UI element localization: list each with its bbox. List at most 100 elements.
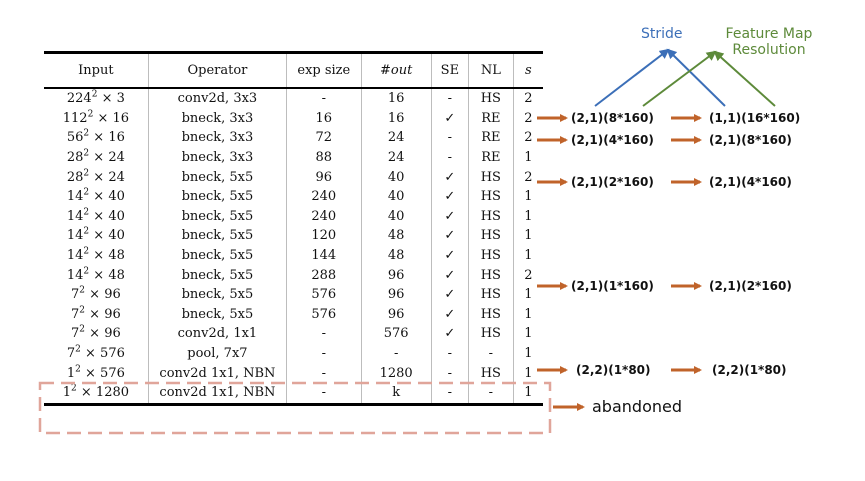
input-channels: × 1280 bbox=[80, 385, 130, 401]
cell-se: ✓ bbox=[430, 167, 469, 187]
cell-operator: bneck, 5x5 bbox=[147, 265, 287, 285]
cell-out: 24 bbox=[360, 128, 432, 148]
cell-exp-size: - bbox=[286, 88, 362, 109]
mapping-from-3: (2,1)(2*160) bbox=[571, 175, 654, 189]
cell-exp-size: 240 bbox=[286, 206, 362, 227]
input-exponent: 2 bbox=[83, 266, 90, 277]
input-base: 28 bbox=[66, 150, 84, 166]
cell-exp-size: 96 bbox=[286, 167, 362, 187]
cell-out: 96 bbox=[360, 304, 432, 325]
cell-exp-size: 576 bbox=[286, 284, 362, 305]
cell-input: 142 × 40 bbox=[44, 187, 148, 207]
table-row: 12 × 576 conv2d 1x1, NBN -1280- HS 1 bbox=[44, 363, 543, 383]
cell-input: 142 × 48 bbox=[44, 246, 148, 266]
input-exponent: 2 bbox=[83, 168, 90, 179]
table-row: 282 × 24 bneck, 5x5 96 40 ✓ HS 2 bbox=[44, 167, 543, 187]
cell-exp-size: - bbox=[286, 382, 362, 406]
cell-s: 2 bbox=[512, 167, 543, 187]
input-base: 7 bbox=[71, 287, 80, 303]
input-base: 7 bbox=[71, 306, 80, 322]
feature-map-line-left bbox=[642, 50, 717, 107]
input-base: 1 bbox=[62, 385, 72, 401]
cell-input: 12 × 1280 bbox=[44, 382, 149, 406]
cell-input: 72 × 96 bbox=[44, 285, 148, 305]
input-exponent: 2 bbox=[83, 227, 90, 238]
cell-operator: bneck, 5x5 bbox=[147, 245, 287, 266]
cell-nl: RE bbox=[468, 147, 514, 168]
input-exponent: 2 bbox=[71, 383, 77, 394]
cell-s: 1 bbox=[512, 304, 543, 325]
cell-input: 562 × 16 bbox=[44, 128, 148, 148]
table-header-row: Input Operator exp size #out SE NL s bbox=[44, 52, 543, 88]
cell-operator: conv2d 1x1, NBN bbox=[147, 363, 287, 383]
cell-input: 142 × 40 bbox=[44, 226, 148, 246]
input-base: 7 bbox=[66, 346, 76, 362]
input-channels: × 24 bbox=[93, 169, 125, 185]
cell-exp-size: - bbox=[286, 363, 362, 383]
cell-input: 1122 × 16 bbox=[44, 109, 148, 129]
cell-s: 1 bbox=[512, 363, 543, 383]
cell-exp-size: 576 bbox=[286, 304, 362, 325]
cell-se: ✓ bbox=[430, 304, 469, 325]
input-base: 1 bbox=[66, 365, 76, 381]
cell-out: 40 bbox=[360, 186, 432, 207]
cell-operator: bneck, 5x5 bbox=[147, 284, 287, 305]
cell-nl: - bbox=[468, 343, 514, 364]
table-row: 1122 × 16 bneck, 3x3 16 16 ✓ RE 2 bbox=[44, 108, 543, 129]
cell-operator: bneck, 5x5 bbox=[147, 226, 287, 246]
feature-map-line-right bbox=[713, 50, 776, 107]
table-row: 142 × 48 bneck, 5x5 144 48 ✓ HS 1 bbox=[44, 245, 543, 266]
cell-out: 48 bbox=[360, 245, 432, 266]
cell-out: 40 bbox=[360, 167, 432, 187]
header-nl: NL bbox=[468, 52, 514, 88]
input-base: 112 bbox=[62, 110, 88, 126]
cell-nl: HS bbox=[468, 186, 514, 207]
mapping-to-1: (1,1)(16*160) bbox=[709, 111, 801, 125]
input-base: 14 bbox=[66, 267, 84, 283]
input-channels: × 48 bbox=[93, 248, 125, 264]
table-row: 2242 × 3 conv2d, 3x3-16- HS 2 bbox=[44, 88, 543, 109]
table-row: 72 × 96 bneck, 5x5 576 96 ✓ HS 1 bbox=[44, 284, 543, 305]
input-exponent: 2 bbox=[75, 364, 81, 375]
cell-operator: bneck, 5x5 bbox=[147, 206, 287, 227]
input-base: 14 bbox=[66, 228, 84, 244]
cell-exp-size: 16 bbox=[286, 108, 362, 129]
table-row: 142 × 48 bneck, 5x5 288 96 ✓ HS 2 bbox=[44, 265, 543, 285]
cell-se: ✓ bbox=[430, 324, 469, 344]
cell-input: 142 × 48 bbox=[44, 265, 148, 285]
cell-out: 576 bbox=[360, 324, 432, 344]
cell-exp-size: 144 bbox=[286, 245, 362, 266]
cell-exp-size: 120 bbox=[286, 226, 362, 246]
cell-exp-size: 288 bbox=[286, 265, 362, 285]
cell-s: 1 bbox=[512, 324, 543, 344]
input-channels: × 24 bbox=[93, 150, 125, 166]
table-row: 72 × 576 pool, 7x7- - - -1 bbox=[44, 343, 543, 364]
input-exponent: 2 bbox=[83, 207, 90, 218]
stride-line-left bbox=[594, 48, 670, 107]
cell-operator: pool, 7x7 bbox=[147, 343, 287, 364]
cell-se: - bbox=[430, 88, 469, 109]
stride-label: Stride bbox=[641, 26, 683, 42]
feature-map-resolution-label: Feature Map Resolution bbox=[719, 26, 819, 58]
mapping-from-5: (2,2)(1*80) bbox=[576, 363, 651, 377]
cell-input: 2242 × 3 bbox=[44, 88, 148, 109]
cell-nl: HS bbox=[468, 304, 514, 325]
input-base: 14 bbox=[66, 189, 84, 205]
header-operator: Operator bbox=[147, 52, 287, 88]
cell-nl: HS bbox=[468, 245, 514, 266]
input-base: 28 bbox=[66, 169, 84, 185]
input-base: 14 bbox=[66, 208, 84, 224]
cell-se: ✓ bbox=[430, 186, 469, 207]
cell-s: 1 bbox=[512, 343, 543, 364]
input-channels: × 40 bbox=[93, 208, 125, 224]
mapping-to-5: (2,2)(1*80) bbox=[712, 363, 787, 377]
cell-operator: conv2d, 1x1 bbox=[147, 324, 287, 344]
cell-s: 2 bbox=[512, 128, 543, 148]
cell-nl: - bbox=[468, 382, 514, 406]
cell-out: 1280 bbox=[360, 363, 432, 383]
cell-exp-size: - bbox=[286, 324, 362, 344]
input-base: 56 bbox=[66, 130, 84, 146]
cell-se: ✓ bbox=[430, 206, 469, 227]
input-exponent: 2 bbox=[79, 305, 86, 316]
cell-out: 24 bbox=[360, 147, 432, 168]
